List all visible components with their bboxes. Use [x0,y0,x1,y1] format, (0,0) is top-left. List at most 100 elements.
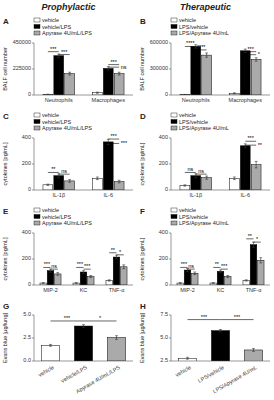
significance-label: *** [234,314,241,320]
bar [74,326,92,361]
bar [229,178,239,190]
y-tick [169,233,171,234]
plot-area [43,139,124,190]
y-tick-label: 400 [22,229,31,235]
significance-bracket [245,145,256,146]
significance-label: ** [248,233,253,239]
plot-area [41,325,125,361]
legend-entry: vehicle [42,207,59,213]
significance-label: ns [187,166,193,172]
legend-entry: vehicle [179,207,196,213]
legend-swatch [171,113,177,117]
bar [65,74,75,95]
significance-label: ns [61,168,67,174]
error-bar [219,270,222,273]
significance-label: ns [51,263,57,269]
legend-entry: LPS/Apyrase 4U/mL [179,125,229,131]
significance-label: *** [247,46,254,52]
significance-label: **** [197,44,206,50]
legend-swatch [171,215,177,219]
significance-label: *** [50,46,57,52]
legend: vehicleLPS/vehicleLPS/Apyrase 4U/mL [171,17,229,36]
significance-label: *** [181,261,188,267]
y-axis-label: BALF cell number [2,47,8,91]
y-tick-label: 200 [22,160,31,166]
legend-swatch [34,215,40,219]
panel-label: D [140,112,146,121]
significance-label: **** [186,40,195,46]
y-tick [32,285,34,286]
annotations: **** [51,315,117,321]
bar [103,68,113,95]
y-tick [32,69,34,70]
significance-bracket [108,67,119,68]
x-tick-label: TNF-α [246,287,263,293]
y-axis-label: Evans blue [µg/lung] [139,313,145,363]
error-bar [183,185,186,186]
y-tick [169,43,171,44]
bar [120,267,127,285]
error-bar [252,242,255,247]
legend-entry: vehicle [42,112,59,118]
error-bar [226,276,229,278]
error-bar [255,161,258,168]
error-bar [233,92,236,94]
bar [217,271,224,285]
annotations: **ns****** [48,133,128,174]
panel: G0.02.55.0vehiclevehicle/LPSApyrase 4U/m… [2,302,133,394]
panel-label: E [3,207,9,216]
error-bar [205,53,208,57]
significance-label: *** [201,314,208,320]
significance-label: ** [51,166,56,172]
y-axis-label: BALF cell number [139,47,145,91]
legend-swatch [171,18,177,22]
bar [202,55,212,95]
x-axis [34,95,133,96]
error-bar [219,330,222,332]
legend-entry: LPS/vehicle [179,119,208,125]
legend-entry: vehicle [42,17,59,23]
y-tick-label: 2.5 [23,334,31,340]
legend-swatch [34,126,40,130]
annotations: ************ [185,40,261,57]
y-tick [169,69,171,70]
bar [80,272,87,285]
error-bar [259,258,262,263]
plot-area [178,330,262,361]
bar [191,273,198,285]
page: {"chart_data": [ {"type": "bar", "title"… [0,0,274,400]
bar [240,146,250,190]
legend-entry: LPS/Apyrase 4U/mL [179,30,229,36]
y-tick [169,338,171,339]
panel: C0200400IL-1βIL-6cytokines [pg/mL]vehicl… [2,112,133,198]
y-tick-label: 2.5 [160,357,168,363]
significance-label: ** [111,247,116,253]
y-tick-label: 400 [159,229,168,235]
bar [92,178,102,190]
legend: vehicleLPS/vehicleLPS/Apyrase 4U/mL [171,207,229,226]
panel-label: H [140,302,146,311]
plot-area [180,45,261,95]
annotations: ***ns********* [43,247,124,269]
panel-label: F [140,207,145,216]
bar [47,271,54,285]
significance-label: ** [215,261,220,267]
error-bar [96,177,99,180]
panel-label: B [140,17,146,26]
plot-area [177,242,264,285]
panel: E0200400MIP-2KCTNF-αcytokines [pg/mL]veh… [2,207,133,293]
legend-entry: vehicle/LPS [42,24,71,30]
legend: vehiclevehicle/LPSApyrase 4U/mL/LPS [34,207,92,226]
legend-entry: Apyrase 4U/mL/LPS [42,30,92,36]
y-tick-label: 400 [159,134,168,140]
panel: F0200400MIP-2KCTNF-αcytokines [pg/mL]veh… [139,207,270,293]
plot-area [180,144,261,190]
x-tick-label: LPS/Apyrase 4U/mL [212,364,258,394]
error-bar [49,344,52,346]
bar [103,142,113,190]
x-tick-label: vehicle [37,364,55,378]
y-tick-label: 0.0 [23,357,31,363]
x-tick-label: Neutrophils [45,97,73,103]
x-tick-label: KC [80,287,88,293]
legend-entry: LPS/Apyrase 4U/mL [179,220,229,226]
